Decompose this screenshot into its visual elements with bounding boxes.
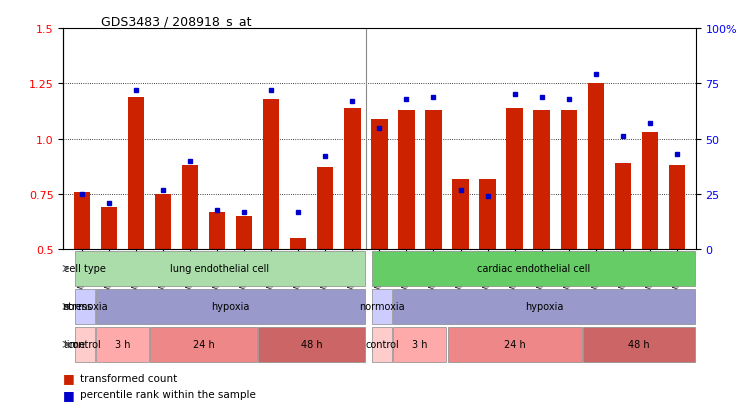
Bar [479, 179, 496, 250]
Bar [101, 208, 118, 250]
Text: control: control [68, 339, 102, 349]
Text: percentile rank within the sample: percentile rank within the sample [80, 389, 255, 399]
Bar [398, 111, 414, 250]
Text: GDS3483 / 208918_s_at: GDS3483 / 208918_s_at [101, 15, 251, 28]
Text: normoxia: normoxia [359, 301, 405, 312]
Bar [669, 166, 684, 250]
Text: cardiac endothelial cell: cardiac endothelial cell [477, 264, 590, 274]
Bar [372, 252, 695, 286]
Bar [290, 239, 307, 250]
Text: hypoxia: hypoxia [525, 301, 563, 312]
Bar [533, 111, 550, 250]
Text: ■: ■ [63, 388, 75, 401]
Text: stress: stress [63, 301, 92, 312]
Bar [371, 119, 388, 250]
Bar [150, 327, 257, 362]
Text: hypoxia: hypoxia [211, 301, 250, 312]
Text: 24 h: 24 h [193, 339, 215, 349]
Bar [96, 327, 150, 362]
Text: transformed count: transformed count [80, 373, 177, 383]
Text: ■: ■ [63, 371, 75, 385]
Bar [209, 212, 225, 250]
Text: 24 h: 24 h [504, 339, 525, 349]
Bar [448, 327, 582, 362]
Bar [615, 164, 631, 250]
Text: 3 h: 3 h [412, 339, 428, 349]
Bar [74, 289, 95, 324]
Text: cell type: cell type [63, 264, 106, 274]
Text: control: control [365, 339, 399, 349]
Bar [74, 327, 95, 362]
Bar [155, 195, 171, 250]
Bar [74, 252, 365, 286]
Bar [128, 97, 144, 250]
Text: 48 h: 48 h [628, 339, 650, 349]
Text: normoxia: normoxia [62, 301, 108, 312]
Bar [394, 289, 695, 324]
Bar [182, 166, 199, 250]
Bar [452, 179, 469, 250]
Bar [372, 327, 392, 362]
Bar [507, 109, 523, 250]
Bar [426, 111, 442, 250]
Bar [641, 133, 658, 250]
Text: 48 h: 48 h [301, 339, 323, 349]
Bar [236, 217, 252, 250]
Text: time: time [63, 339, 86, 349]
Bar [317, 168, 333, 250]
Text: lung endothelial cell: lung endothelial cell [170, 264, 269, 274]
Bar [344, 109, 361, 250]
Bar [583, 327, 695, 362]
Bar [560, 111, 577, 250]
Bar [372, 289, 392, 324]
Bar [74, 192, 90, 250]
Bar [258, 327, 365, 362]
Bar [96, 289, 365, 324]
Text: 3 h: 3 h [115, 339, 130, 349]
Bar [394, 327, 446, 362]
Bar [588, 84, 603, 250]
Bar [263, 100, 280, 250]
